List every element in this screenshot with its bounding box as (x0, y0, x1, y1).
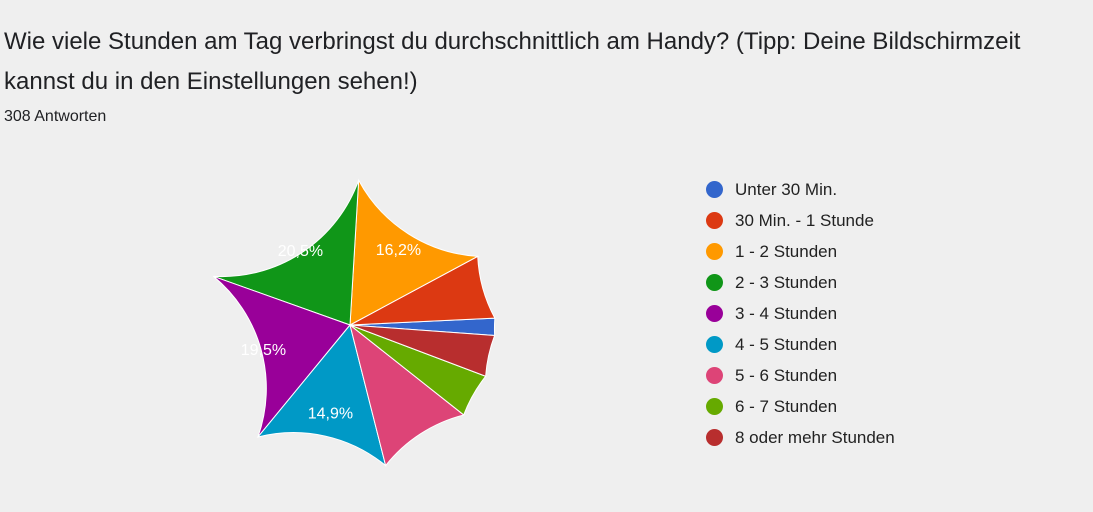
legend-label: 2 - 3 Stunden (735, 272, 838, 292)
legend-item-1[interactable]: Unter 30 Min. (706, 174, 895, 205)
legend-item-7[interactable]: 5 - 6 Stunden (706, 360, 895, 391)
legend-label: Unter 30 Min. (735, 179, 838, 199)
response-count: 308 Antworten (4, 108, 107, 125)
pie-slice-9[interactable] (349, 324, 496, 377)
legend-item-5[interactable]: 3 - 4 Stunden (706, 298, 895, 329)
legend-swatch (706, 429, 723, 446)
legend-swatch (706, 181, 723, 198)
question-title: Wie viele Stunden am Tag verbringst du d… (4, 28, 1021, 95)
legend-item-8[interactable]: 6 - 7 Stunden (706, 391, 895, 422)
slice-label-3: 16,2% (376, 242, 421, 259)
legend-label: 8 oder mehr Stunden (735, 427, 895, 447)
legend-swatch (706, 212, 723, 229)
slice-label-6: 14,9% (308, 406, 353, 423)
legend-label: 3 - 4 Stunden (735, 303, 838, 323)
legend-label: 1 - 2 Stunden (735, 241, 838, 261)
legend-label: 6 - 7 Stunden (735, 396, 838, 416)
legend-item-4[interactable]: 2 - 3 Stunden (706, 267, 895, 298)
legend-swatch (706, 398, 723, 415)
legend-label: 5 - 6 Stunden (735, 365, 838, 385)
slice-label-4: 20,5% (278, 243, 323, 260)
legend-swatch (706, 367, 723, 384)
legend-swatch (706, 274, 723, 291)
legend-swatch (706, 336, 723, 353)
chart-legend: Unter 30 Min. 30 Min. - 1 Stunde 1 - 2 Stu… (706, 174, 895, 453)
pie-slice-7[interactable] (349, 323, 465, 467)
legend-item-9[interactable]: 8 oder mehr Stunden (706, 422, 895, 453)
pie-slice-6[interactable] (256, 323, 387, 467)
legend-swatch (706, 305, 723, 322)
legend-label: 30 Min. - 1 Stunde (735, 210, 874, 230)
legend-swatch (706, 243, 723, 260)
pie-slice-5[interactable] (213, 275, 351, 438)
legend-item-2[interactable]: 30 Min. - 1 Stunde (706, 205, 895, 236)
pie-slice-3[interactable] (349, 178, 480, 326)
slice-label-5: 19,5% (241, 342, 286, 359)
legend-label: 4 - 5 Stunden (735, 334, 838, 354)
legend-item-3[interactable]: 1 - 2 Stunden (706, 236, 895, 267)
legend-item-6[interactable]: 4 - 5 Stunden (706, 329, 895, 360)
